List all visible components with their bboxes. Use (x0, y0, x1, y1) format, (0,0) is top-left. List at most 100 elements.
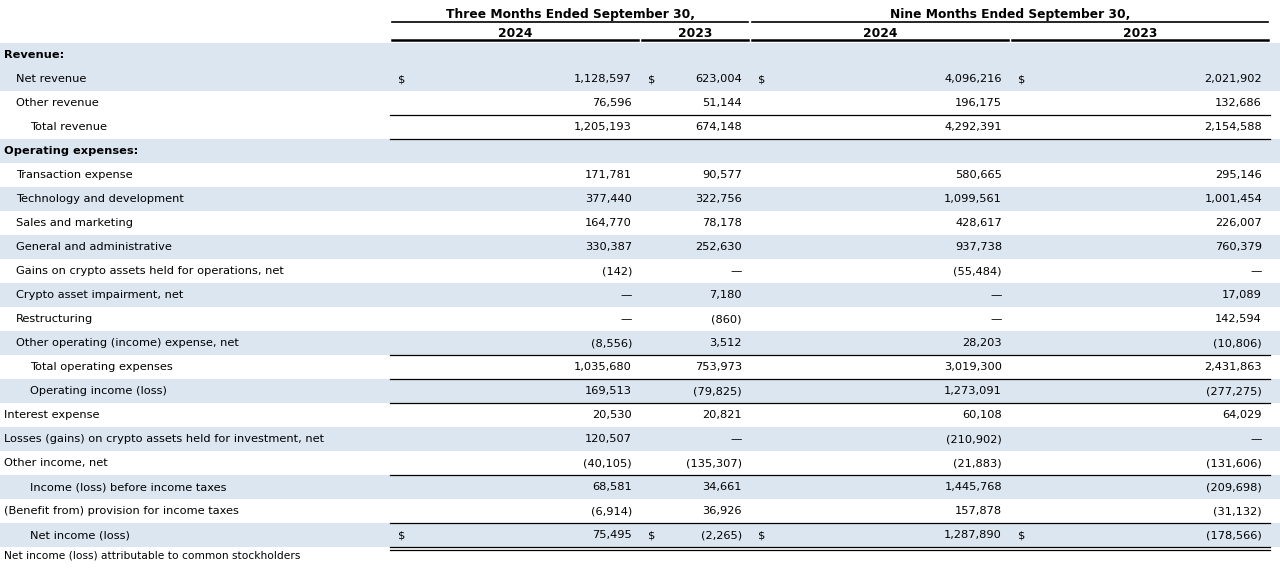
Text: 295,146: 295,146 (1215, 170, 1262, 180)
Text: 226,007: 226,007 (1215, 218, 1262, 228)
Text: 169,513: 169,513 (585, 386, 632, 396)
Text: Net revenue: Net revenue (15, 74, 86, 84)
Bar (0, 163, 1280, 187)
Text: (6,914): (6,914) (591, 506, 632, 516)
Bar (0, 43, 1280, 67)
Text: (21,883): (21,883) (954, 458, 1002, 468)
Text: 322,756: 322,756 (695, 194, 742, 204)
Text: General and administrative: General and administrative (15, 242, 172, 252)
Text: 2023: 2023 (1123, 27, 1157, 40)
Text: 164,770: 164,770 (585, 218, 632, 228)
Text: Three Months Ended September 30,: Three Months Ended September 30, (445, 8, 695, 21)
Text: 64,029: 64,029 (1222, 410, 1262, 420)
Text: 623,004: 623,004 (695, 74, 742, 84)
Text: 937,738: 937,738 (955, 242, 1002, 252)
Text: 68,581: 68,581 (593, 482, 632, 492)
Bar (0, 523, 1280, 547)
Text: 36,926: 36,926 (703, 506, 742, 516)
Text: —: — (621, 290, 632, 300)
Text: 60,108: 60,108 (963, 410, 1002, 420)
Text: $: $ (398, 530, 406, 540)
Text: —: — (621, 314, 632, 324)
Text: Technology and development: Technology and development (15, 194, 184, 204)
Text: 1,099,561: 1,099,561 (945, 194, 1002, 204)
Text: Nine Months Ended September 30,: Nine Months Ended September 30, (890, 8, 1130, 21)
Text: (860): (860) (712, 314, 742, 324)
Text: 1,035,680: 1,035,680 (575, 362, 632, 372)
Text: Other income, net: Other income, net (4, 458, 108, 468)
Text: 760,379: 760,379 (1215, 242, 1262, 252)
Text: 2,154,588: 2,154,588 (1204, 122, 1262, 132)
Text: 2024: 2024 (498, 27, 532, 40)
Bar (0, 355, 1280, 379)
Text: (209,698): (209,698) (1206, 482, 1262, 492)
Text: 157,878: 157,878 (955, 506, 1002, 516)
Text: 377,440: 377,440 (585, 194, 632, 204)
Text: Restructuring: Restructuring (15, 314, 93, 324)
Bar (0, 91, 1280, 115)
Text: Operating income (loss): Operating income (loss) (29, 386, 166, 396)
Bar (0, 379, 1280, 403)
Text: 76,596: 76,596 (593, 98, 632, 108)
Text: Revenue:: Revenue: (4, 50, 64, 60)
Text: 1,001,454: 1,001,454 (1204, 194, 1262, 204)
Bar (0, 331, 1280, 355)
Bar (0, 67, 1280, 91)
Text: Total revenue: Total revenue (29, 122, 108, 132)
Text: Net income (loss): Net income (loss) (29, 530, 129, 540)
Text: —: — (1251, 434, 1262, 444)
Text: 1,287,890: 1,287,890 (945, 530, 1002, 540)
Text: Other operating (income) expense, net: Other operating (income) expense, net (15, 338, 239, 348)
Text: 7,180: 7,180 (709, 290, 742, 300)
Bar (0, 115, 1280, 139)
Text: Other revenue: Other revenue (15, 98, 99, 108)
Text: (10,806): (10,806) (1213, 338, 1262, 348)
Bar (0, 283, 1280, 307)
Text: 4,292,391: 4,292,391 (945, 122, 1002, 132)
Bar (0, 403, 1280, 427)
Text: 1,273,091: 1,273,091 (945, 386, 1002, 396)
Text: 78,178: 78,178 (703, 218, 742, 228)
Bar (0, 475, 1280, 499)
Text: $: $ (758, 530, 765, 540)
Text: —: — (991, 314, 1002, 324)
Text: 3,019,300: 3,019,300 (945, 362, 1002, 372)
Text: 2024: 2024 (863, 27, 897, 40)
Text: 75,495: 75,495 (593, 530, 632, 540)
Text: Sales and marketing: Sales and marketing (15, 218, 133, 228)
Text: Crypto asset impairment, net: Crypto asset impairment, net (15, 290, 183, 300)
Text: —: — (731, 434, 742, 444)
Text: Net income (loss) attributable to common stockholders: Net income (loss) attributable to common… (4, 550, 301, 560)
Text: 34,661: 34,661 (703, 482, 742, 492)
Text: $: $ (758, 74, 765, 84)
Text: (79,825): (79,825) (694, 386, 742, 396)
Bar (0, 427, 1280, 451)
Bar (0, 187, 1280, 211)
Bar (0, 211, 1280, 235)
Text: Losses (gains) on crypto assets held for investment, net: Losses (gains) on crypto assets held for… (4, 434, 324, 444)
Text: (131,606): (131,606) (1206, 458, 1262, 468)
Text: 580,665: 580,665 (955, 170, 1002, 180)
Text: (2,265): (2,265) (701, 530, 742, 540)
Text: 142,594: 142,594 (1215, 314, 1262, 324)
Text: (277,275): (277,275) (1206, 386, 1262, 396)
Text: 17,089: 17,089 (1222, 290, 1262, 300)
Text: 171,781: 171,781 (585, 170, 632, 180)
Text: —: — (991, 290, 1002, 300)
Text: 132,686: 132,686 (1215, 98, 1262, 108)
Text: (135,307): (135,307) (686, 458, 742, 468)
Text: $: $ (1018, 530, 1025, 540)
Text: $: $ (398, 74, 406, 84)
Text: 2,021,902: 2,021,902 (1204, 74, 1262, 84)
Text: 90,577: 90,577 (703, 170, 742, 180)
Text: $: $ (1018, 74, 1025, 84)
Bar (0, 235, 1280, 259)
Text: Gains on crypto assets held for operations, net: Gains on crypto assets held for operatio… (15, 266, 284, 276)
Text: 428,617: 428,617 (955, 218, 1002, 228)
Text: —: — (1251, 266, 1262, 276)
Bar (0, 259, 1280, 283)
Text: $: $ (648, 74, 655, 84)
Text: 330,387: 330,387 (585, 242, 632, 252)
Text: 196,175: 196,175 (955, 98, 1002, 108)
Text: (40,105): (40,105) (584, 458, 632, 468)
